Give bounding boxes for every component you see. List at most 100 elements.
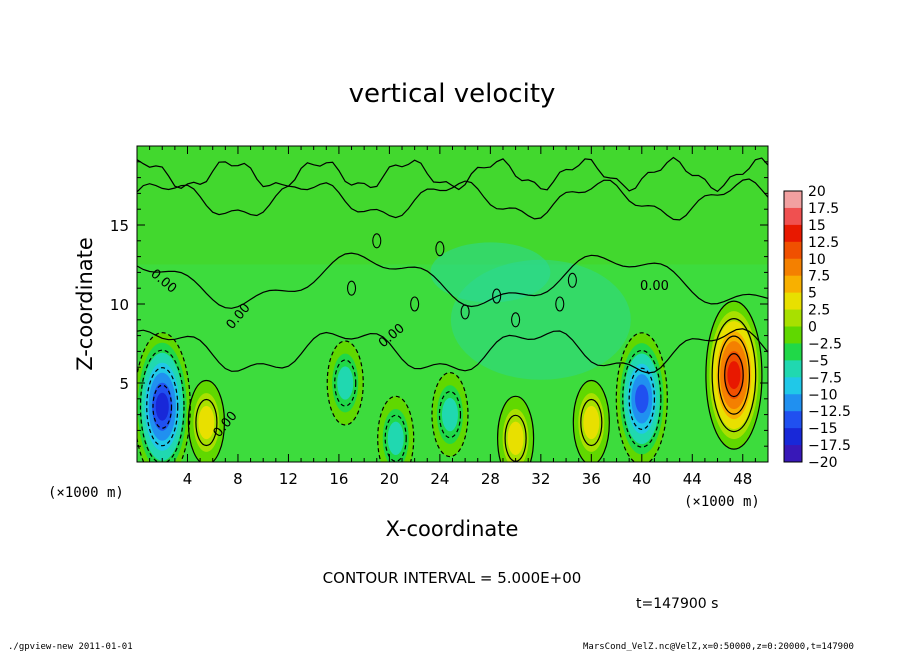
footer-right: MarsCond_VelZ.nc@VelZ,x=0:50000,z=0:2000… <box>583 642 854 652</box>
colorbar-tick-label: 15 <box>808 218 826 234</box>
downdraft-shade <box>337 366 354 400</box>
colorbar <box>783 190 803 463</box>
colorbar-segment <box>784 207 802 226</box>
colorbar-tick-label: 0 <box>808 320 817 336</box>
updraft-contour <box>497 395 535 462</box>
zero-contour-cell <box>492 288 502 304</box>
zero-contour-cell <box>511 312 521 328</box>
contour-label: 0.00 <box>640 279 669 294</box>
y-tick-label: 10 <box>110 296 129 314</box>
colorbar-tick-labels: 2017.51512.5107.552.50−2.5−5−7.5−10−12.5… <box>808 184 851 471</box>
updraft-contour <box>724 353 744 398</box>
x-tick-label: 24 <box>430 470 449 488</box>
updraft-contour <box>717 335 751 415</box>
colorbar-segment <box>784 275 802 294</box>
zero-contour-cell <box>410 296 420 312</box>
x-tick-label: 4 <box>183 470 193 488</box>
downdraft-contour <box>628 367 656 430</box>
y-tick-label: 15 <box>110 217 129 235</box>
weak-downdraft-region <box>430 242 551 303</box>
downdraft-contour <box>326 340 364 426</box>
zero-contour-line <box>137 252 768 309</box>
colorbar-tick-label: −17.5 <box>808 438 851 454</box>
x-tick-label: 20 <box>380 470 399 488</box>
colorbar-segment <box>784 343 802 361</box>
downdraft-contour <box>146 367 179 447</box>
y-axis-label: Z-coordinate <box>73 237 97 371</box>
colorbar-tick-label: 5 <box>808 286 817 302</box>
downdraft-contour <box>622 349 662 448</box>
colorbar-segment <box>784 360 802 378</box>
updraft-contour <box>580 398 603 447</box>
colorbar-tick-label: 2.5 <box>808 303 830 319</box>
zero-contour-line <box>137 156 768 193</box>
updraft-shade <box>198 405 215 440</box>
upper-field-band <box>137 146 768 265</box>
x-tick-label: 8 <box>233 470 243 488</box>
updraft-shade <box>583 405 600 440</box>
x-tick-label: 36 <box>582 470 601 488</box>
x-unit-label-right: (×1000 m) <box>684 494 760 510</box>
downdraft-shade <box>441 397 458 432</box>
downdraft-contour <box>377 395 415 462</box>
x-tick-label: 12 <box>279 470 298 488</box>
colorbar-tick-label: −20 <box>808 455 838 471</box>
colorbar-segment <box>784 326 802 344</box>
updraft-contour <box>187 379 226 462</box>
updraft-contour <box>705 300 763 450</box>
colorbar-segment <box>784 394 802 412</box>
zero-contour-line <box>137 328 768 374</box>
zero-contour-cell <box>555 296 565 312</box>
footer-left: ./gpview-new 2011-01-01 <box>8 642 133 652</box>
colorbar-segment <box>784 445 802 463</box>
colorbar-segment <box>784 428 802 446</box>
plot-area: 0.00 0.00 0.00 0.00 0.00 4 8 12 16 20 24 28 32 3… <box>110 145 769 488</box>
colorbar-tick-label: 17.5 <box>808 201 839 217</box>
downdraft-shade <box>635 384 649 414</box>
colorbar-tick-label: 12.5 <box>808 235 839 251</box>
colorbar-segment <box>784 258 802 277</box>
downdraft-shade <box>155 392 169 421</box>
zero-contour-cell <box>372 233 382 249</box>
time-label: t=147900 s <box>636 596 718 612</box>
colorbar-segment <box>784 191 802 209</box>
colorbar-tick-label: −10 <box>808 387 838 403</box>
colorbar-tick-label: −12.5 <box>808 404 851 420</box>
colorbar-tick-label: 7.5 <box>808 269 830 285</box>
updraft-contour <box>572 379 610 462</box>
downdraft-contour <box>384 414 407 462</box>
chart-title: vertical velocity <box>349 79 556 109</box>
colorbar-tick-label: −2.5 <box>808 336 842 352</box>
zero-contour-cell <box>460 304 470 320</box>
x-tick-label: 16 <box>329 470 348 488</box>
updraft-contour <box>195 398 218 447</box>
downdraft-shade <box>387 421 404 455</box>
colorbar-segment <box>784 377 802 395</box>
y-axis: 5 10 15 <box>110 161 768 447</box>
x-tick-label: 28 <box>481 470 500 488</box>
colorbar-tick-label: −15 <box>808 421 838 437</box>
x-tick-label: 32 <box>531 470 550 488</box>
updraft-shade <box>507 421 524 455</box>
colorbar-segment <box>784 309 802 327</box>
colorbar-tick-label: 10 <box>808 252 826 268</box>
colorbar-segment <box>784 241 802 260</box>
y-tick-label: 5 <box>119 375 129 393</box>
x-axis: 4 8 12 16 20 24 28 32 36 40 44 48 <box>149 146 756 488</box>
downdraft-contour <box>431 372 469 458</box>
x-axis-label: X-coordinate <box>386 517 519 541</box>
updraft-contour <box>711 318 757 433</box>
downdraft-contour <box>334 359 357 407</box>
zero-contour-cell <box>435 241 445 257</box>
colorbar-tick-label: 20 <box>808 184 826 200</box>
x-unit-label-left: (×1000 m) <box>48 485 124 501</box>
zero-contour-cell <box>567 272 577 288</box>
colorbar-segment <box>784 411 802 429</box>
velocity-field <box>137 146 768 462</box>
downdraft-contour <box>139 349 185 462</box>
zero-contour-line <box>137 178 768 221</box>
x-tick-label: 40 <box>632 470 651 488</box>
updraft-shade <box>727 361 741 390</box>
downdraft-contour <box>152 384 173 429</box>
